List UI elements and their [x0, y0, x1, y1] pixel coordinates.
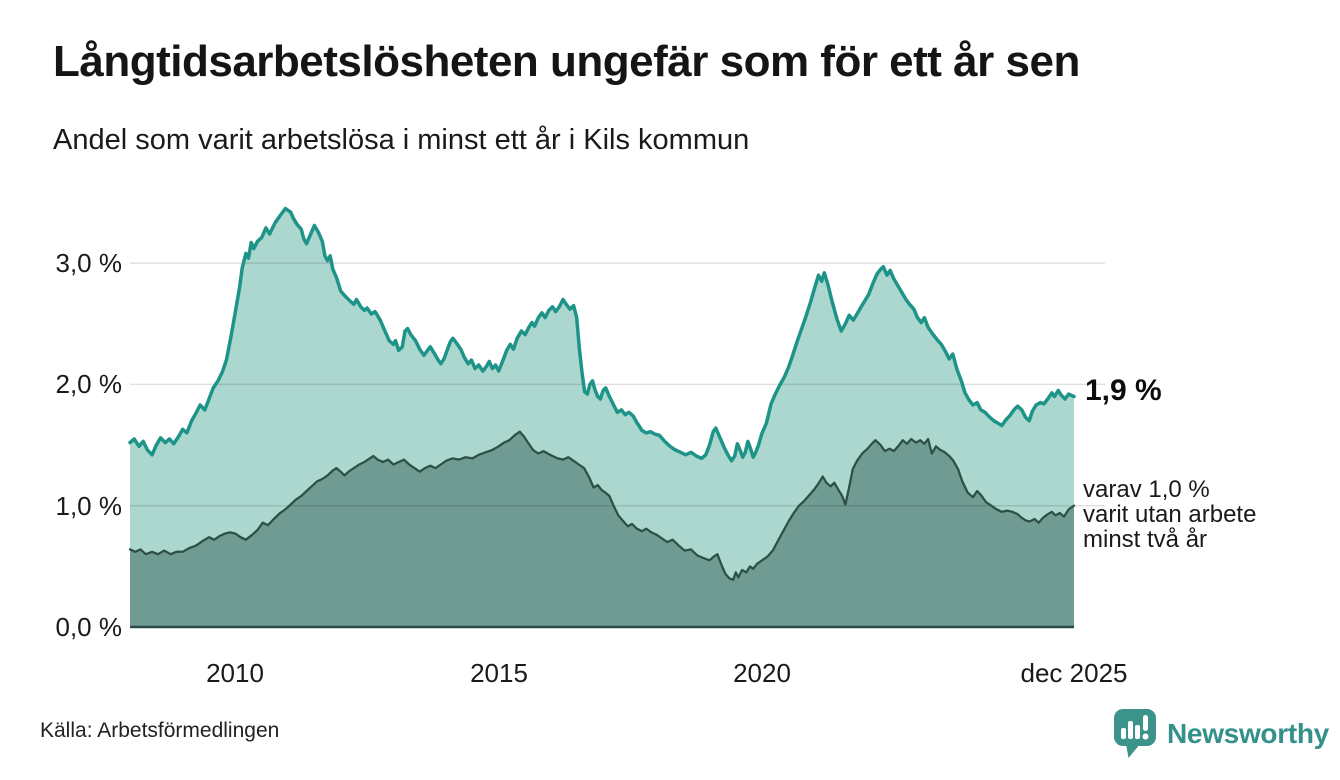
line-two-years — [128, 430, 1076, 581]
latest-value-label: 1,9 % — [1085, 374, 1162, 407]
two-year-note-line1: varav 1,0 % — [1083, 476, 1210, 503]
x-axis-label: 2015 — [470, 658, 528, 688]
two-year-note-line2: varit utan arbete — [1083, 501, 1257, 528]
newsworthy-logo: Newsworthy — [1113, 708, 1329, 760]
y-axis-label: 2,0 % — [55, 369, 123, 400]
two-year-note: varav 1,0 % varit utan arbete minst två … — [1083, 477, 1256, 552]
x-axis-label: 2020 — [733, 658, 791, 688]
page-title: Långtidsarbetslösheten ungefär som för e… — [53, 37, 1080, 86]
y-axis-label: 0,0 % — [55, 612, 123, 642]
x-axis-label: 2010 — [206, 658, 264, 688]
y-axis-label: 3,0 % — [55, 248, 123, 279]
x-axis-label: dec 2025 — [1020, 658, 1128, 688]
y-axis-label: 1,0 % — [55, 490, 123, 521]
area-two-years — [130, 431, 1074, 627]
line-one-year — [128, 206, 1076, 463]
two-year-note-line3: minst två år — [1083, 526, 1208, 553]
newsworthy-bubble-chart-icon — [1114, 709, 1156, 758]
page-subtitle: Andel som varit arbetslösa i minst ett å… — [53, 124, 750, 156]
source-note: Källa: Arbetsförmedlingen — [40, 719, 280, 742]
newsworthy-wordmark: Newsworthy — [1167, 718, 1329, 749]
